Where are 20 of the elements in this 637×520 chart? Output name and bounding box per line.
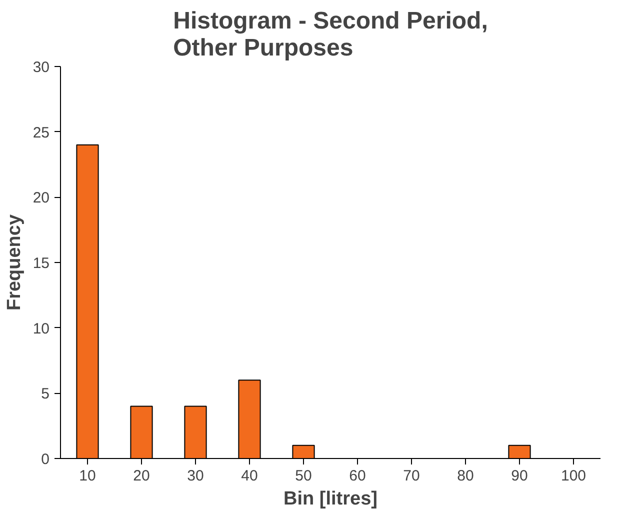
y-tick-label: 5 [41, 386, 50, 403]
y-tick-label: 30 [32, 59, 50, 76]
y-axis-title: Frequency [4, 214, 25, 311]
x-tick-label: 100 [560, 468, 586, 484]
x-tick-label: 90 [511, 468, 528, 484]
y-tick-label: 25 [32, 124, 50, 142]
x-tick-label: 60 [349, 468, 366, 484]
x-tick-label: 40 [241, 468, 258, 484]
x-tick-label: 20 [133, 468, 150, 484]
x-tick-label: 10 [79, 468, 96, 484]
x-axis-title: Bin [litres] [284, 488, 378, 510]
x-tick-label: 70 [403, 468, 420, 484]
chart-title: Histogram - Second Period, Other Purposes [173, 8, 488, 62]
x-tick-label: 30 [187, 468, 204, 484]
x-tick-label: 50 [295, 468, 312, 484]
x-tick-label: 80 [457, 468, 474, 484]
y-tick-label: 15 [32, 255, 50, 272]
y-tick-label: 10 [32, 320, 50, 338]
y-tick-label: 20 [32, 190, 50, 207]
y-tick-label: 0 [41, 451, 50, 468]
